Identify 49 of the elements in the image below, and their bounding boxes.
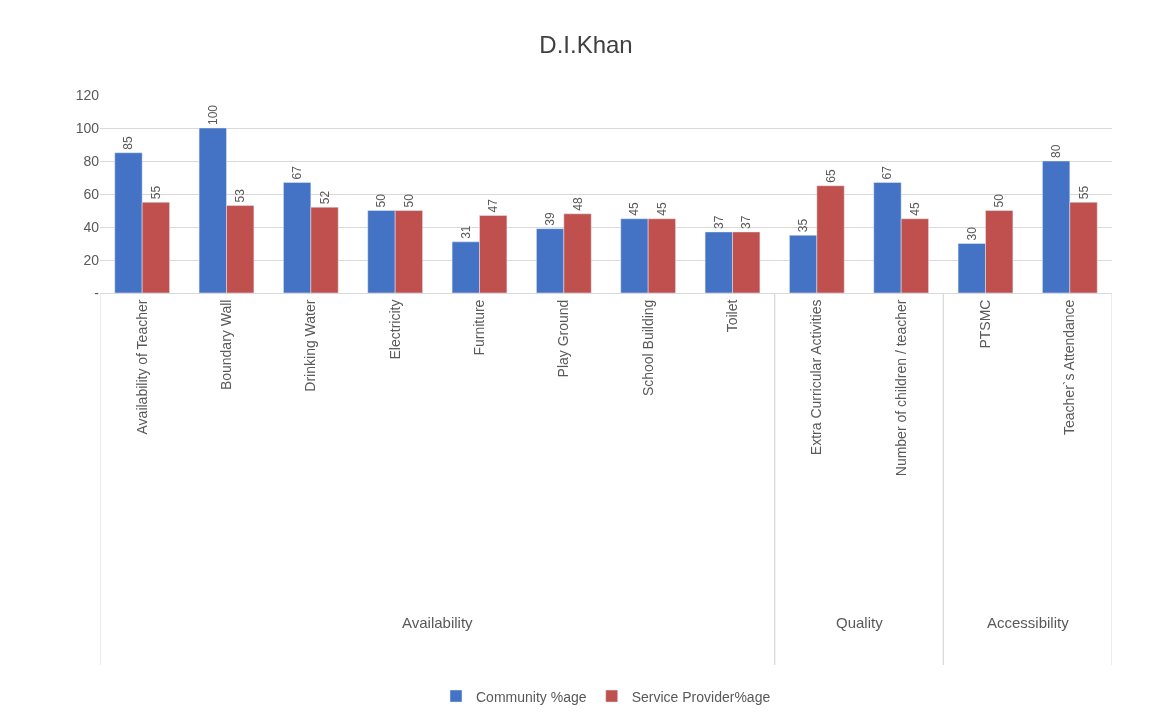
x-tick-label: Extra Curricular Activities	[808, 299, 825, 456]
data-label: 45	[654, 202, 669, 216]
x-tick-label: Electricity	[386, 299, 403, 360]
data-label: 50	[374, 193, 389, 208]
data-label: 50	[401, 193, 416, 208]
text: Quality	[836, 614, 884, 631]
data-label: 67	[880, 165, 895, 180]
data-label: 39	[543, 211, 558, 226]
data-label: 35	[796, 218, 811, 233]
data-label: 53	[233, 188, 248, 203]
text: Availability	[402, 614, 474, 631]
x-tick-label: Play Ground	[555, 299, 572, 378]
x-tick-label: School Building	[639, 299, 656, 397]
data-label: 65	[823, 169, 838, 183]
x-tick-label: PTSMC	[977, 299, 994, 349]
data-label: 55	[1076, 185, 1091, 200]
y-tick-label: 80	[83, 152, 100, 169]
text: Accessibility	[987, 614, 1070, 631]
data-label: 45	[907, 202, 922, 216]
y-tick-label: 20	[83, 251, 100, 268]
data-label: 67	[290, 165, 305, 180]
x-tick-label: Availability of Teacher	[133, 299, 150, 435]
y-tick-label: 120	[75, 86, 100, 103]
x-tick-label: Boundary Wall	[218, 299, 235, 391]
data-label: 30	[964, 226, 979, 241]
x-tick-label: Number of children / teacher	[892, 299, 909, 477]
data-label: 52	[317, 190, 332, 205]
data-label: 48	[570, 197, 585, 211]
data-label: 37	[739, 215, 754, 229]
data-label: 45	[627, 202, 642, 216]
x-tick-label: Furniture	[471, 299, 488, 356]
legend-label: Community %age	[476, 688, 587, 705]
data-label: 80	[1049, 144, 1064, 158]
data-label: 37	[711, 215, 726, 229]
data-label: 50	[992, 193, 1007, 208]
y-tick-label: 100	[75, 119, 100, 136]
data-label: 47	[486, 198, 501, 213]
x-tick-label: Drinking Water	[302, 299, 319, 392]
y-tick-label: 40	[83, 218, 100, 235]
legend-label: Service Provider%age	[631, 688, 771, 705]
x-tick-label: Teacher`s Attendance	[1061, 299, 1078, 436]
data-label: 100	[205, 104, 220, 125]
x-tick-label: Toilet	[724, 299, 741, 333]
data-label: 31	[458, 225, 473, 239]
y-tick-label: 60	[83, 185, 100, 202]
data-label: 85	[121, 136, 136, 150]
data-label: 55	[148, 185, 163, 200]
chart-title: D.I.Khan	[539, 31, 633, 59]
y-tick-label: -	[94, 284, 100, 301]
